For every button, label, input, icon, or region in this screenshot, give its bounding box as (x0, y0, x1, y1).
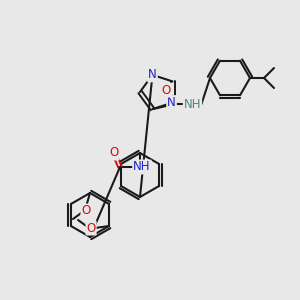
Text: NH: NH (133, 160, 151, 173)
Text: NH: NH (184, 98, 201, 111)
Text: N: N (167, 96, 176, 109)
Text: N: N (148, 68, 157, 81)
Text: O: O (86, 221, 96, 235)
Text: O: O (110, 146, 118, 160)
Text: O: O (81, 205, 91, 218)
Text: O: O (162, 84, 171, 97)
